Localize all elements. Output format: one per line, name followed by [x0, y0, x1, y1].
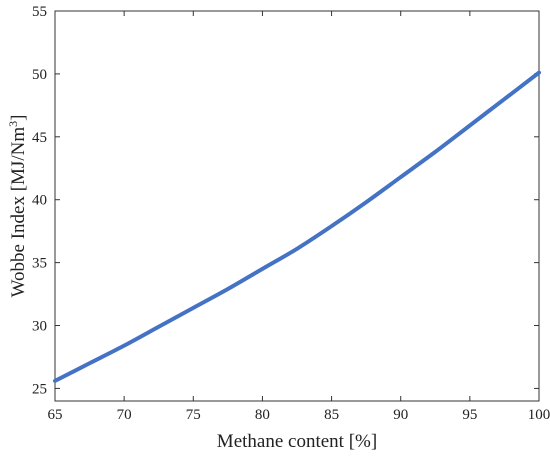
y-tick-label: 35: [32, 256, 47, 272]
x-tick-label: 100: [528, 407, 550, 423]
x-tick-label: 80: [255, 407, 270, 423]
x-axis-ticks: 65 70 75 80 85 90 95 100: [48, 11, 550, 423]
y-tick-label: 55: [32, 4, 47, 20]
y-axis-title-main: Wobbe Index [MJ/Nm: [8, 127, 29, 298]
x-tick-label: 75: [186, 407, 201, 423]
x-tick-label: 85: [324, 407, 339, 423]
y-tick-label: 25: [32, 381, 47, 397]
y-axis-ticks: 25 30 35 40 45 50 55: [32, 4, 539, 397]
y-axis-title-superscript: 3: [6, 121, 20, 127]
x-tick-label: 90: [393, 407, 408, 423]
y-tick-label: 45: [32, 130, 47, 146]
x-tick-label: 65: [48, 407, 63, 423]
y-tick-label: 30: [32, 319, 47, 335]
series-line: [53, 70, 541, 383]
x-axis-title: Methane content [%]: [217, 431, 377, 452]
plot-frame: [54, 10, 540, 402]
y-tick-label: 50: [32, 67, 47, 83]
x-tick-label: 95: [462, 407, 477, 423]
series-layer: [53, 70, 541, 383]
y-tick-label: 40: [32, 193, 47, 209]
y-axis-title: Wobbe Index [MJ/Nm3]: [6, 115, 29, 298]
x-tick-label: 70: [117, 407, 132, 423]
y-axis-title-close: ]: [8, 115, 29, 121]
